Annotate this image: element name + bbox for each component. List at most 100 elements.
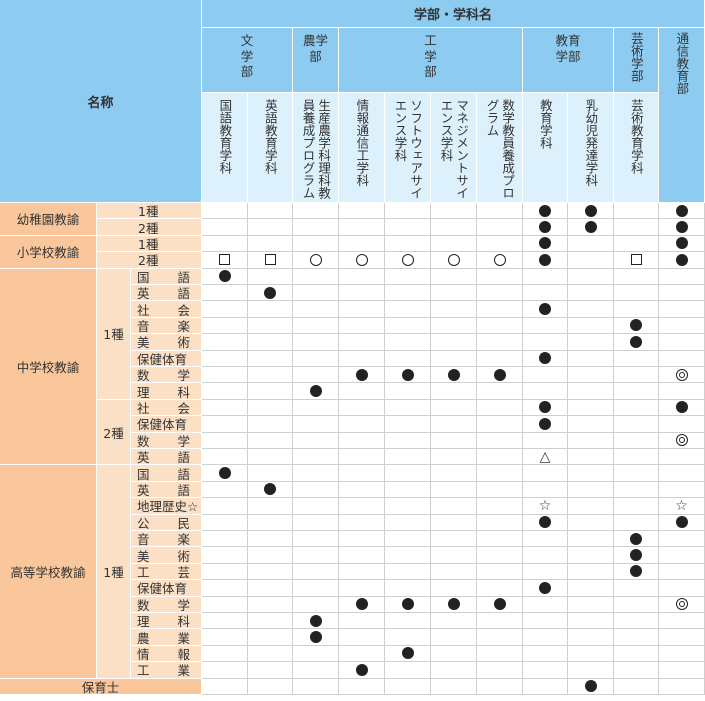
cell-r28-c6 — [477, 662, 523, 679]
cell-r26-c5 — [431, 629, 477, 646]
cell-r27-c7 — [523, 645, 568, 663]
faculty-3: 教育 学部 — [523, 28, 614, 93]
cell-r0-c1 — [248, 203, 293, 220]
row-label-19: 公民 — [131, 514, 202, 531]
subgroup-label-0: 1種 — [103, 327, 124, 343]
subgroup-0: 1種 — [97, 268, 131, 400]
square-mark — [264, 254, 276, 266]
cell-r0-c10 — [659, 203, 705, 220]
cell-r4-c10 — [659, 268, 705, 285]
row-label-9: 保健体育 — [131, 350, 202, 367]
open-circle-mark — [401, 253, 414, 266]
cell-r12-c1 — [248, 399, 293, 417]
filled-circle-mark — [539, 204, 551, 217]
cell-r22-c8 — [568, 563, 614, 581]
cell-r9-c4 — [385, 350, 431, 367]
row-label-text-15: 英語 — [137, 450, 190, 466]
cell-r2-c1 — [248, 235, 293, 253]
cell-r2-c2 — [293, 235, 339, 253]
cell-r14-c4 — [385, 432, 431, 449]
cell-r16-c5 — [431, 465, 477, 482]
faculty-5: 通信教育部 — [659, 28, 705, 203]
department-7: 教育学科 — [523, 93, 568, 203]
cell-r26-c10 — [659, 629, 705, 646]
cell-r10-c9 — [614, 367, 659, 384]
cell-r8-c2 — [293, 334, 339, 351]
cell-r25-c2 — [293, 613, 339, 630]
cell-r0-c3 — [339, 203, 385, 220]
group-0: 幼稚園教諭 — [0, 203, 97, 236]
cell-r11-c7 — [523, 383, 568, 400]
cell-r10-c1 — [248, 367, 293, 384]
row-label-13: 保健体育 — [131, 416, 202, 433]
row-label-27: 情報 — [131, 645, 202, 663]
row-label-text-25: 理科 — [137, 614, 190, 630]
row-label-text-26: 農業 — [137, 630, 190, 646]
cell-r12-c9 — [614, 399, 659, 417]
department-label-7: 教育学科 — [537, 99, 553, 149]
cell-r0-c0 — [202, 203, 248, 220]
cell-r15-c2 — [293, 449, 339, 466]
cell-r21-c7 — [523, 547, 568, 564]
faculty-header: 学部・学科名 — [202, 0, 705, 28]
cell-r8-c10 — [659, 334, 705, 351]
cell-r1-c10 — [659, 219, 705, 236]
row-label-text-3: 2種 — [138, 253, 159, 269]
department-label-3: 情報通信工学科 — [354, 99, 370, 187]
cell-r20-c5 — [431, 531, 477, 548]
cell-r25-c0 — [202, 613, 248, 630]
filled-circle-mark — [539, 581, 551, 594]
cell-r19-c3 — [339, 514, 385, 531]
cell-r8-c0 — [202, 334, 248, 351]
subgroup-2: 1種 — [97, 465, 131, 679]
row-label-28: 工業 — [131, 662, 202, 679]
cell-r7-c9 — [614, 317, 659, 335]
group-1: 小学校教諭 — [0, 235, 97, 269]
cell-r15-c4 — [385, 449, 431, 466]
cell-r24-c5 — [431, 596, 477, 613]
cell-r19-c7 — [523, 514, 568, 531]
cell-r15-c8 — [568, 449, 614, 466]
cell-r1-c4 — [385, 219, 431, 236]
cell-r2-c7 — [523, 235, 568, 253]
cell-r16-c8 — [568, 465, 614, 482]
cell-r14-c9 — [614, 432, 659, 449]
cell-r5-c10 — [659, 285, 705, 302]
cell-r28-c7 — [523, 662, 568, 679]
row-label-25: 理科 — [131, 613, 202, 630]
cell-r6-c8 — [568, 301, 614, 318]
triangle-mark: △ — [539, 449, 551, 465]
department-label-5: マネジメントサイエンス学科 — [438, 99, 470, 199]
cell-r23-c6 — [477, 580, 523, 597]
cell-r29-c3 — [339, 678, 385, 695]
cell-r19-c10 — [659, 514, 705, 531]
cell-r26-c1 — [248, 629, 293, 646]
filled-circle-mark — [264, 483, 276, 496]
cell-r23-c9 — [614, 580, 659, 597]
department-label-8: 乳幼児発達学科 — [583, 99, 599, 187]
cell-r12-c5 — [431, 399, 477, 417]
faculty-label-1: 農学 部 — [302, 33, 328, 64]
cell-r8-c7 — [523, 334, 568, 351]
cell-r26-c0 — [202, 629, 248, 646]
cell-r15-c5 — [431, 449, 477, 466]
filled-circle-mark — [401, 598, 414, 611]
cell-r28-c8 — [568, 662, 614, 679]
row-label-22: 工芸 — [131, 563, 202, 581]
cell-r10-c6 — [477, 367, 523, 384]
cell-r6-c2 — [293, 301, 339, 318]
cell-r28-c10 — [659, 662, 705, 679]
cell-r11-c6 — [477, 383, 523, 400]
cell-r19-c9 — [614, 514, 659, 531]
cell-r28-c1 — [248, 662, 293, 679]
filled-circle-mark — [675, 204, 688, 217]
cell-r0-c2 — [293, 203, 339, 220]
filled-circle-mark — [630, 532, 642, 545]
cell-r12-c2 — [293, 399, 339, 417]
row-label-5: 英語 — [131, 285, 202, 302]
cell-r20-c1 — [248, 531, 293, 548]
cell-r9-c5 — [431, 350, 477, 367]
cell-r1-c9 — [614, 219, 659, 236]
row-label-text-11: 理科 — [137, 384, 190, 400]
cell-r27-c10 — [659, 645, 705, 663]
